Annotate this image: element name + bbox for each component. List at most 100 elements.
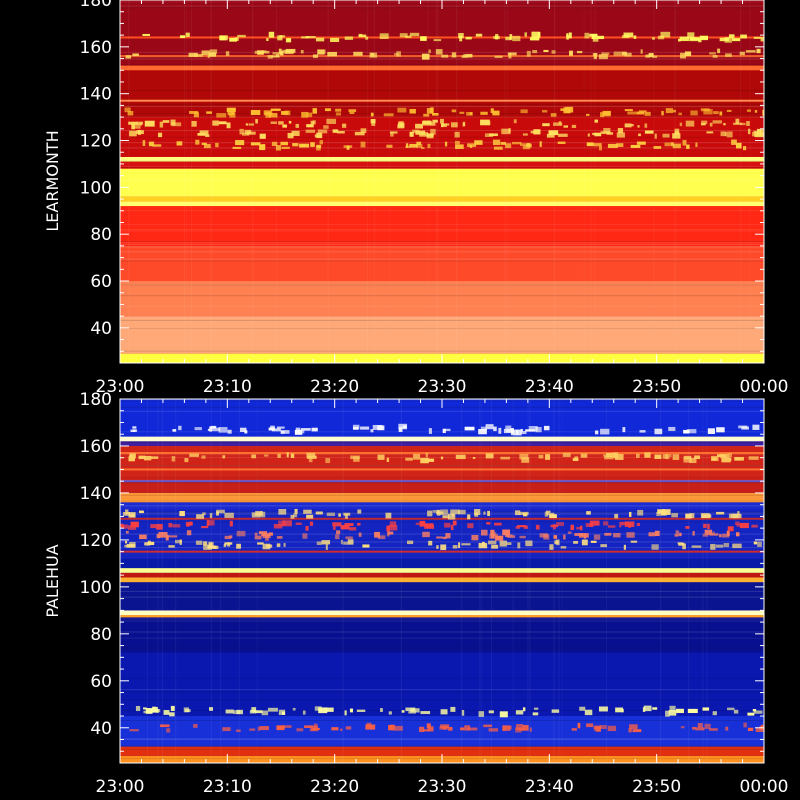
heatmap-speckle — [467, 523, 474, 529]
heatmap-speckle — [340, 525, 350, 530]
heatmap-texture-row — [120, 180, 764, 182]
heatmap-speckle — [600, 112, 604, 118]
heatmap-speckle — [207, 55, 210, 59]
heatmap-speckle — [739, 522, 749, 529]
heatmap-speckle — [300, 144, 305, 148]
heatmap-speckle — [474, 512, 479, 517]
heatmap-speckle — [563, 125, 568, 128]
heatmap-speckle — [600, 428, 610, 435]
heatmap-speckle — [337, 130, 345, 134]
heatmap-speckle — [358, 532, 362, 537]
heatmap-speckle — [520, 109, 528, 114]
heatmap-speckle — [596, 727, 601, 732]
heatmap-speckle — [726, 109, 732, 112]
heatmap-texture-row — [120, 224, 764, 226]
heatmap-speckle — [555, 539, 560, 546]
palehua-spectrogram-panel: 40 60 80 100 120 140 160 180 23:00 23:10 23:20 23:3… — [43, 390, 789, 797]
heatmap-speckle — [719, 534, 722, 538]
heatmap-speckle — [500, 456, 511, 460]
heatmap-speckle — [672, 133, 681, 139]
heatmap-speckle — [692, 726, 697, 730]
heatmap-speckle — [707, 523, 710, 530]
heatmap-speckle — [235, 37, 239, 41]
heatmap-speckle — [301, 111, 309, 118]
heatmap-texture-row — [120, 258, 764, 260]
heatmap-speckle — [466, 111, 473, 116]
heatmap-speckle — [674, 534, 678, 537]
heatmap-speckle — [420, 711, 431, 715]
heatmap-speckle — [209, 426, 212, 432]
heatmap-speckle — [482, 541, 485, 547]
heatmap-speckle — [427, 510, 433, 517]
heatmap-speckle — [294, 508, 298, 514]
heatmap-speckle — [229, 112, 236, 118]
heatmap-speckle — [607, 143, 618, 149]
heatmap-speckle — [709, 52, 716, 55]
heatmap-speckle — [388, 524, 398, 531]
heatmap-speckle — [671, 513, 679, 518]
heatmap-speckle — [139, 122, 143, 126]
heatmap-texture-row — [120, 442, 764, 444]
heatmap-speckle — [370, 429, 374, 433]
heatmap-speckle — [485, 453, 494, 459]
heatmap-speckle — [210, 427, 221, 432]
heatmap-speckle-row-0 — [124, 539, 762, 551]
heatmap-speckle — [493, 146, 503, 150]
heatmap-vertical-streak — [327, 0, 329, 363]
heatmap-speckle — [254, 532, 258, 536]
heatmap-texture-row — [120, 637, 764, 639]
learmonth-spectrogram-panel: 40 60 80 100 120 140 160 180 23:00 23:10 23:20 23:3… — [43, 0, 789, 397]
heatmap-speckle — [326, 512, 335, 517]
heatmap-speckle — [653, 146, 662, 149]
heatmap-speckle — [278, 121, 284, 125]
heatmap-speckle — [444, 522, 451, 528]
heatmap-texture-row — [120, 305, 764, 307]
heatmap-speckle — [282, 520, 292, 527]
heatmap-speckle — [353, 51, 363, 56]
heatmap-speckle — [285, 38, 292, 43]
heatmap-speckle — [313, 723, 318, 729]
heatmap-speckle — [683, 455, 692, 460]
heatmap-speckle — [167, 535, 178, 538]
heatmap-speckle — [157, 132, 163, 138]
heatmap-speckle — [321, 540, 331, 545]
heatmap-speckle — [340, 728, 343, 732]
heatmap-speckle — [454, 140, 460, 145]
heatmap-vertical-streak — [400, 399, 402, 763]
heatmap-speckle — [132, 426, 137, 429]
heatmap-speckle — [522, 707, 526, 712]
heatmap-texture-row — [120, 147, 764, 149]
heatmap-band-7 — [120, 168, 764, 197]
heatmap-speckle — [752, 708, 757, 712]
heatmap-speckle — [459, 111, 465, 114]
heatmap-speckle — [725, 53, 732, 57]
heatmap-speckle — [485, 424, 494, 430]
heatmap-vertical-streak — [252, 0, 254, 363]
heatmap-speckle — [421, 53, 430, 60]
heatmap-speckle — [268, 113, 278, 118]
heatmap-speckle — [132, 123, 141, 129]
heatmap-speckle — [678, 112, 682, 116]
heatmap-speckle — [551, 709, 560, 713]
heatmap-texture-row — [120, 618, 764, 620]
y-tick-label: 120 — [80, 531, 112, 551]
heatmap-speckle — [427, 726, 434, 732]
heatmap-speckle — [124, 544, 134, 548]
heatmap-speckle — [413, 453, 421, 460]
heatmap-speckle — [613, 533, 621, 538]
heatmap-texture-row — [120, 160, 764, 162]
heatmap-speckle — [125, 530, 129, 534]
heatmap-speckle — [686, 429, 697, 434]
heatmap-speckle — [465, 36, 472, 40]
heatmap-speckle — [613, 452, 619, 459]
heatmap-speckle — [716, 427, 725, 433]
heatmap-speckle — [549, 514, 557, 519]
heatmap-speckle — [507, 52, 517, 56]
heatmap-speckle — [383, 113, 394, 117]
heatmap-speckle — [302, 533, 308, 539]
heatmap-vertical-streak — [456, 0, 458, 363]
heatmap-speckle — [385, 512, 392, 519]
heatmap-speckle — [409, 143, 418, 148]
heatmap-speckle — [430, 122, 436, 126]
heatmap-speckle — [302, 710, 306, 715]
